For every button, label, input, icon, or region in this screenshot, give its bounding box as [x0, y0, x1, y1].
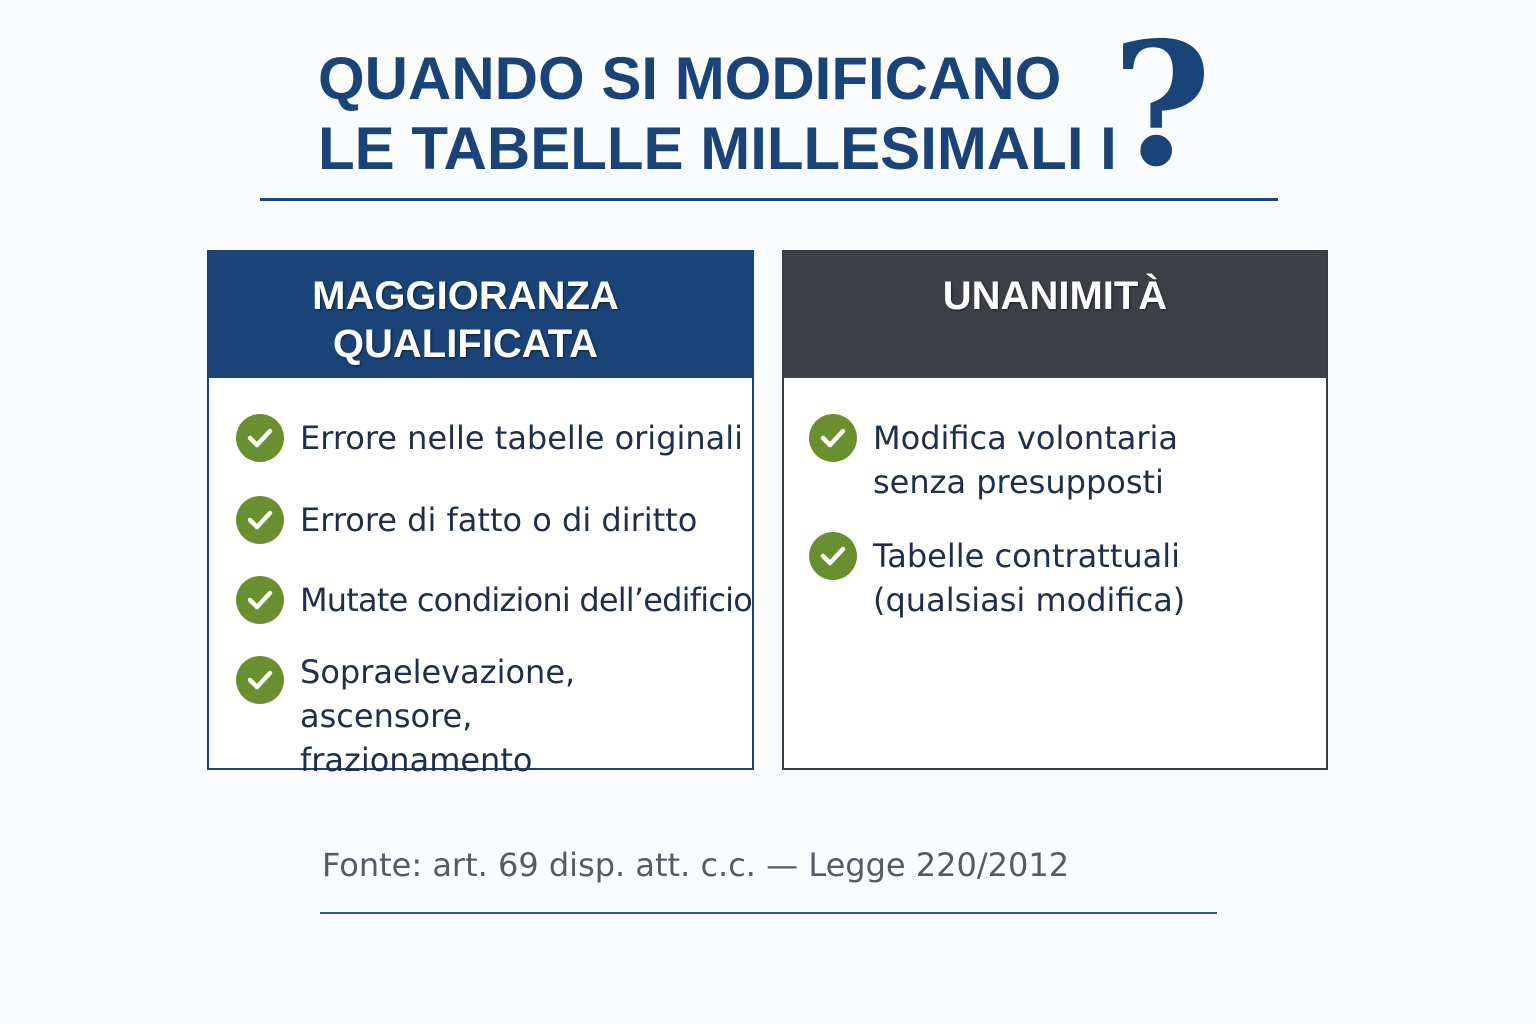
item-text: frazionamento — [300, 741, 533, 779]
header-line: MAGGIORANZA — [312, 274, 619, 318]
page-title: QUANDO SI MODIFICANO LE TABELLE MILLESIM… — [318, 44, 1117, 184]
footer-divider — [320, 912, 1217, 914]
item-text: (qualsiasi modifica) — [873, 581, 1186, 619]
title-divider — [260, 198, 1278, 201]
item-text: Errore di fatto o di diritto — [300, 501, 698, 539]
title-line-1: QUANDO SI MODIFICANO — [318, 45, 1062, 112]
check-circle-icon — [809, 532, 857, 580]
list-item: Tabelle contrattuali (qualsiasi modifica) — [809, 532, 1186, 622]
check-circle-icon — [236, 414, 284, 462]
item-text: Tabelle contrattuali — [873, 537, 1181, 575]
question-mark: ? — [1112, 5, 1212, 205]
header-line: UNANIMITÀ — [942, 274, 1168, 318]
majority-header: MAGGIORANZA QUALIFICATA — [209, 252, 752, 378]
item-text: Modifica volontaria — [873, 419, 1178, 457]
check-circle-icon — [236, 496, 284, 544]
item-text: Errore nelle tabelle originali — [300, 419, 744, 457]
list-item: Mutate condizioni dell’edificio — [236, 576, 753, 624]
unanimity-column: UNANIMITÀ Modifica volontaria senza presu… — [782, 250, 1328, 770]
check-circle-icon — [236, 576, 284, 624]
source-footer: Fonte: art. 69 disp. att. c.c. — Legge 2… — [322, 846, 1070, 884]
check-circle-icon — [809, 414, 857, 462]
item-text: Mutate condizioni dell’edificio — [300, 581, 753, 619]
item-text: Sopraelevazione, ascensore, — [300, 653, 576, 735]
unanimity-header: UNANIMITÀ — [784, 252, 1326, 378]
majority-column: MAGGIORANZA QUALIFICATA Errore nelle tab… — [207, 250, 754, 779]
title-line-2: LE TABELLE MILLESIMALI I — [318, 115, 1117, 182]
list-item: Modifica volontaria senza presupposti — [809, 414, 1178, 504]
item-text: senza presupposti — [873, 463, 1164, 501]
header-line: QUALIFICATA — [332, 322, 599, 366]
list-item: Errore di fatto o di diritto — [236, 496, 698, 544]
list-item: Sopraelevazione, ascensore, frazionamento — [236, 650, 752, 782]
list-item: Errore nelle tabelle originali — [236, 414, 744, 462]
check-circle-icon — [236, 656, 284, 704]
